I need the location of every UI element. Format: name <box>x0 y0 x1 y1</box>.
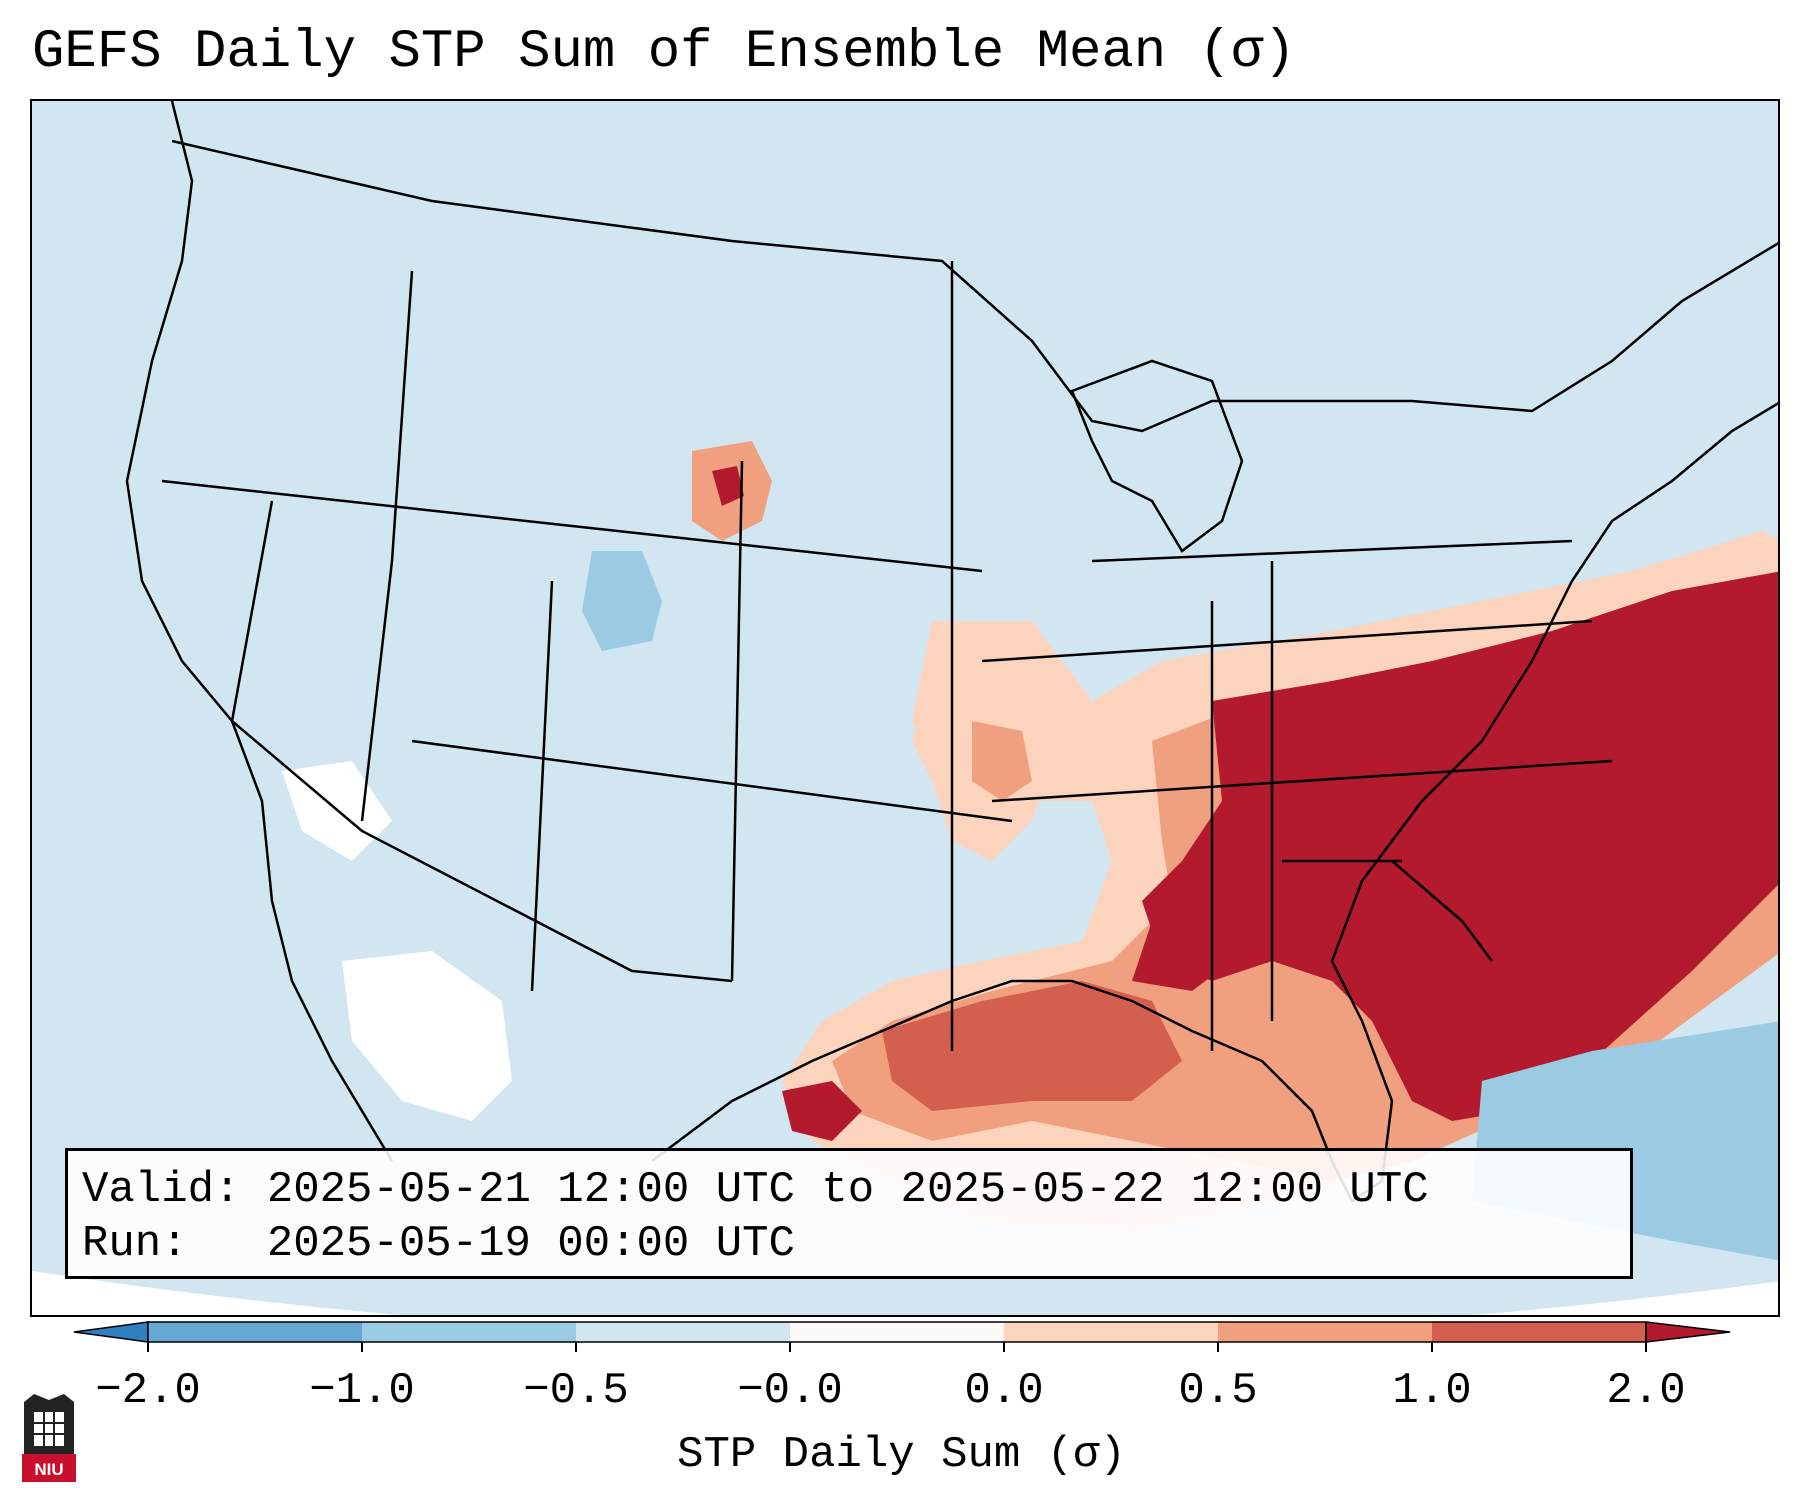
stp-field <box>282 441 1778 1261</box>
valid-label: Valid: <box>82 1165 241 1215</box>
niu-logo-icon: NIU <box>20 1392 78 1484</box>
colorbar <box>0 1318 1803 1508</box>
stp-strong-texas <box>782 1081 862 1141</box>
colorbar-tick-label: 2.0 <box>1606 1366 1686 1416</box>
boundaries <box>125 101 1778 1203</box>
colorbar-segment <box>790 1322 1004 1342</box>
map-panel <box>30 99 1780 1317</box>
stp-colorado-negative <box>582 551 662 651</box>
colorbar-segment <box>1432 1322 1646 1342</box>
state-line-4 <box>730 460 744 982</box>
colorbar-label: STP Daily Sum (σ) <box>677 1430 1126 1480</box>
colorbar-segment <box>1218 1322 1432 1342</box>
run-label: Run: <box>82 1219 188 1269</box>
colorbar-segment <box>576 1322 790 1342</box>
state-line-3 <box>530 580 554 992</box>
stp-strong-core <box>1142 571 1778 1121</box>
stp-moderate-gulf <box>882 981 1182 1111</box>
colorbar-tick-label: −2.0 <box>95 1366 201 1416</box>
colorbar-tick-label: 1.0 <box>1392 1366 1472 1416</box>
colorbar-graphic <box>73 1321 1731 1352</box>
state-line-2 <box>411 739 1013 823</box>
colorbar-tick-label: −0.0 <box>737 1366 843 1416</box>
state-line-6 <box>991 759 1613 803</box>
canada-border <box>171 139 1778 433</box>
colorbar-tick-label: −1.0 <box>309 1366 415 1416</box>
colorbar-segment <box>362 1322 576 1342</box>
great-lakes <box>1070 359 1244 553</box>
colorbar-extend-low <box>73 1321 149 1343</box>
valid-row: Valid: 2025-05-21 12:00 UTC to 2025-05-2… <box>82 1163 1630 1217</box>
colorbar-frame <box>147 1321 1647 1343</box>
valid-value: 2025-05-21 12:00 UTC to 2025-05-22 12:00… <box>266 1165 1429 1215</box>
run-value: 2025-05-19 00:00 UTC <box>266 1219 795 1269</box>
stp-mexico-neutral <box>342 951 512 1121</box>
colorbar-extend-high <box>1645 1321 1731 1343</box>
state-line-12 <box>1091 539 1573 563</box>
colorbar-tick-label: 0.0 <box>964 1366 1044 1416</box>
state-line-10 <box>230 500 363 832</box>
coastline-west <box>125 101 394 1162</box>
chart-title: GEFS Daily STP Sum of Ensemble Mean (σ) <box>32 22 1296 83</box>
run-row: Run: 2025-05-19 00:00 UTC <box>82 1217 1630 1271</box>
state-line-9 <box>981 619 1593 663</box>
colorbar-tick-label: −0.5 <box>523 1366 629 1416</box>
svg-text:NIU: NIU <box>34 1460 63 1479</box>
validity-info-box: Valid: 2025-05-21 12:00 UTC to 2025-05-2… <box>65 1148 1633 1279</box>
stp-plains-moderate <box>972 721 1032 801</box>
stp-map <box>32 101 1778 1315</box>
colorbar-tick-label: 0.5 <box>1178 1366 1258 1416</box>
stp-wyoming-core <box>712 466 744 506</box>
projection-edge <box>32 1271 1778 1315</box>
stp-strong-west <box>1132 891 1232 991</box>
state-line-11 <box>361 829 733 983</box>
state-line-15 <box>360 270 414 822</box>
state-line-1 <box>161 479 983 573</box>
state-line-13 <box>1391 860 1493 962</box>
colorbar-segment <box>148 1322 362 1342</box>
colorbar-segment <box>1004 1322 1218 1342</box>
